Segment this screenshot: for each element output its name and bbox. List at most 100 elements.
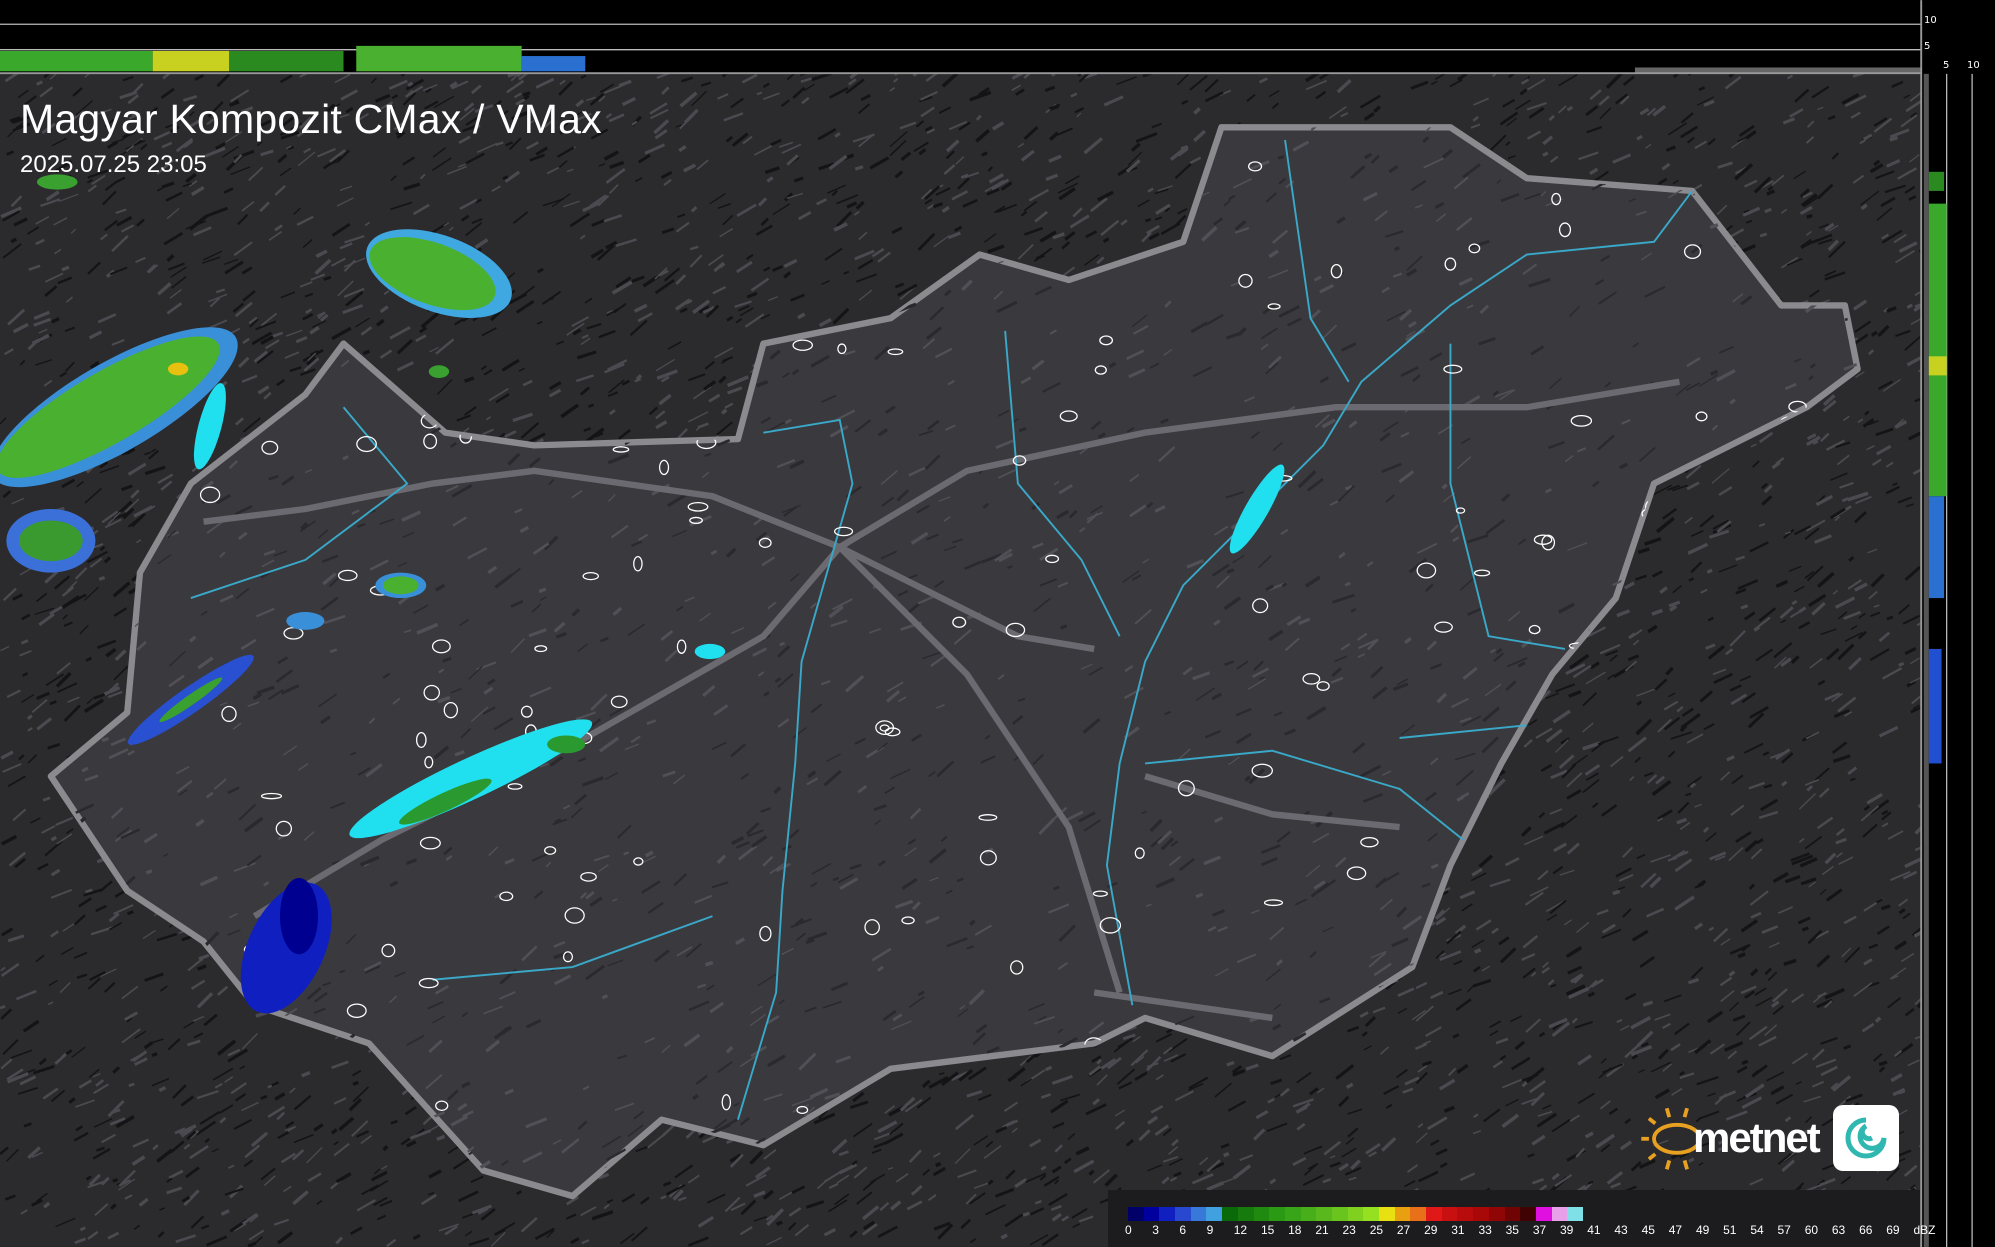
hillshade-stroke bbox=[240, 106, 254, 114]
hillshade-stroke bbox=[1677, 801, 1690, 814]
hillshade-stroke bbox=[1404, 1076, 1420, 1086]
hillshade-stroke bbox=[1173, 1171, 1182, 1178]
hillshade-stroke bbox=[206, 118, 215, 126]
hillshade-stroke bbox=[724, 1196, 741, 1213]
hillshade-stroke bbox=[1900, 114, 1918, 128]
hillshade-stroke bbox=[1060, 1093, 1080, 1102]
hillshade-stroke bbox=[1373, 105, 1381, 113]
hillshade-stroke bbox=[40, 198, 61, 208]
hillshade-stroke bbox=[1564, 919, 1573, 926]
hillshade-stroke bbox=[1155, 1033, 1173, 1043]
hillshade-stroke bbox=[1020, 210, 1028, 217]
hillshade-stroke bbox=[1668, 600, 1681, 608]
hillshade-stroke bbox=[1127, 151, 1143, 166]
hillshade-stroke bbox=[1044, 1065, 1053, 1072]
hillshade-stroke bbox=[256, 140, 263, 147]
hillshade-stroke bbox=[35, 216, 50, 225]
hillshade-stroke bbox=[87, 261, 101, 275]
hillshade-stroke bbox=[1820, 432, 1830, 443]
hillshade-stroke bbox=[314, 258, 332, 275]
hillshade-stroke bbox=[520, 1216, 538, 1233]
hillshade-stroke bbox=[485, 416, 492, 421]
hillshade-stroke bbox=[762, 1189, 774, 1200]
hillshade-stroke bbox=[580, 74, 587, 80]
hillshade-stroke bbox=[1716, 204, 1728, 216]
hillshade-stroke bbox=[462, 125, 477, 133]
hillshade-stroke bbox=[27, 754, 38, 764]
hillshade-stroke bbox=[746, 291, 758, 299]
hillshade-stroke bbox=[1034, 210, 1048, 223]
hillshade-stroke bbox=[1895, 249, 1915, 264]
hillshade-stroke bbox=[481, 327, 497, 337]
hillshade-stroke bbox=[1818, 238, 1833, 245]
hillshade-stroke bbox=[180, 1095, 195, 1107]
hillshade-stroke bbox=[730, 97, 744, 109]
hillshade-stroke bbox=[1729, 1001, 1740, 1012]
hillshade-stroke bbox=[63, 704, 81, 722]
hillshade-stroke bbox=[621, 96, 636, 107]
hillshade-stroke bbox=[89, 971, 106, 981]
hillshade-stroke bbox=[1878, 631, 1891, 643]
hillshade-stroke bbox=[520, 285, 535, 297]
hillshade-stroke bbox=[241, 374, 258, 383]
hillshade-stroke bbox=[1559, 869, 1575, 876]
hillshade-stroke bbox=[277, 153, 288, 164]
hillshade-stroke bbox=[73, 951, 88, 959]
hillshade-stroke bbox=[276, 378, 286, 387]
hillshade-stroke bbox=[57, 682, 78, 693]
hillshade-stroke bbox=[1193, 129, 1207, 143]
hillshade-stroke bbox=[1663, 700, 1679, 711]
hillshade-stroke bbox=[1824, 987, 1845, 1000]
hillshade-stroke bbox=[608, 184, 619, 195]
hillshade-stroke bbox=[274, 184, 286, 196]
hillshade-stroke bbox=[1874, 1016, 1882, 1023]
hillshade-stroke bbox=[1461, 903, 1473, 912]
hillshade-stroke bbox=[1749, 541, 1769, 553]
hillshade-stroke bbox=[919, 95, 933, 103]
hillshade-stroke bbox=[21, 613, 31, 621]
hillshade-stroke bbox=[1762, 751, 1770, 756]
hillshade-stroke bbox=[1345, 1137, 1355, 1145]
hillshade-stroke bbox=[1760, 482, 1769, 490]
hillshade-stroke bbox=[99, 465, 120, 474]
hillshade-stroke bbox=[283, 1185, 292, 1193]
hillshade-stroke bbox=[465, 222, 483, 237]
hillshade-stroke bbox=[1547, 979, 1555, 986]
hillshade-stroke bbox=[1873, 159, 1881, 167]
hillshade-stroke bbox=[563, 200, 581, 208]
hillshade-stroke bbox=[207, 101, 224, 118]
hillshade-stroke bbox=[1565, 662, 1586, 675]
hillshade-stroke bbox=[291, 1149, 305, 1161]
hillshade-stroke bbox=[402, 91, 417, 106]
hillshade-stroke bbox=[1359, 94, 1381, 109]
hillshade-stroke bbox=[435, 338, 455, 355]
hillshade-stroke bbox=[1801, 926, 1809, 932]
hillshade-stroke bbox=[172, 1084, 187, 1099]
hillshade-stroke bbox=[1020, 1078, 1032, 1087]
hillshade-stroke bbox=[516, 1190, 522, 1195]
hillshade-stroke bbox=[161, 181, 175, 189]
hillshade-stroke bbox=[655, 410, 666, 420]
hillshade-stroke bbox=[1811, 1080, 1825, 1088]
hillshade-stroke bbox=[1566, 772, 1583, 788]
hillshade-stroke bbox=[181, 1128, 193, 1138]
hillshade-stroke bbox=[148, 449, 160, 460]
hillshade-stroke bbox=[1867, 981, 1880, 988]
hillshade-stroke bbox=[1585, 772, 1599, 781]
hillshade-stroke bbox=[159, 1207, 166, 1211]
hillshade-stroke bbox=[127, 462, 147, 476]
hillshade-stroke bbox=[370, 1170, 388, 1182]
hillshade-stroke bbox=[2, 587, 17, 602]
hillshade-stroke bbox=[274, 1092, 286, 1101]
hillshade-stroke bbox=[1553, 842, 1568, 853]
hillshade-stroke bbox=[1315, 90, 1327, 100]
hillshade-stroke bbox=[1415, 1005, 1434, 1022]
hillshade-stroke bbox=[447, 165, 467, 175]
hillshade-stroke bbox=[54, 159, 73, 174]
hillshade-stroke bbox=[1636, 1030, 1654, 1047]
hillshade-stroke bbox=[1528, 719, 1538, 726]
hillshade-stroke bbox=[1898, 908, 1906, 915]
hillshade-stroke bbox=[522, 91, 531, 97]
hillshade-stroke bbox=[113, 607, 128, 617]
